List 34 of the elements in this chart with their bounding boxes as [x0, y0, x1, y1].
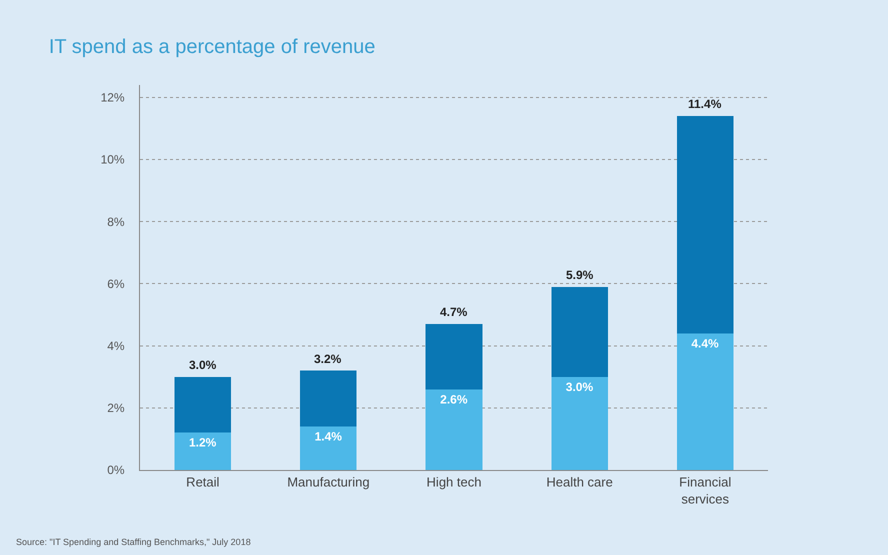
total-label: 11.4% [688, 97, 722, 111]
x-tick-label: Retail [186, 474, 220, 490]
bar [300, 426, 357, 470]
y-tick-label: 0% [107, 463, 125, 478]
bar [300, 370, 357, 427]
data-label: 1.2% [188, 436, 217, 450]
y-tick-label: 2% [107, 401, 125, 416]
bar [551, 286, 608, 377]
data-label: 1.4% [314, 430, 342, 444]
y-tick-label: 8% [107, 214, 125, 229]
total-label: 3.2% [314, 352, 342, 366]
total-label: 5.9% [566, 268, 594, 282]
data-label: 2.6% [440, 392, 468, 406]
x-tick-label: High tech [426, 474, 482, 490]
bar [174, 432, 232, 470]
bar [426, 324, 482, 390]
bar [426, 389, 482, 470]
data-label: 4.4% [691, 336, 720, 350]
bar [174, 376, 232, 433]
bar [551, 376, 608, 470]
y-tick-label: 6% [107, 276, 125, 291]
x-tick-label: Financial services [679, 474, 732, 506]
source-note: Source: "IT Spending and Staffing Benchmarks," July 2018 [16, 537, 251, 547]
y-tick-label: 10% [100, 152, 125, 167]
total-label: 3.0% [189, 358, 217, 372]
y-tick-label: 4% [107, 339, 125, 354]
bar [676, 333, 734, 470]
data-label: 3.0% [566, 380, 594, 394]
x-tick-label: Manufacturing [287, 474, 370, 490]
chart-title: IT spend as a percentage of revenue [48, 36, 376, 58]
y-tick-label: 12% [100, 90, 125, 105]
x-tick-label: Health care [546, 474, 613, 490]
total-label: 4.7% [440, 305, 468, 319]
bar [676, 116, 734, 334]
